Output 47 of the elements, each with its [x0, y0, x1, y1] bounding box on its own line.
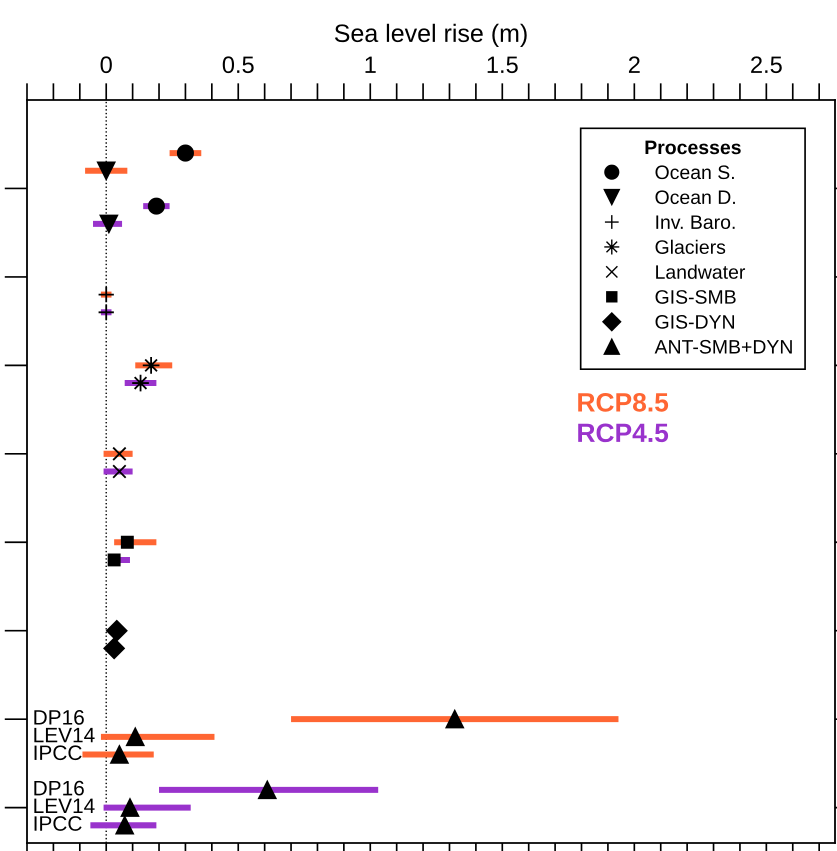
y-tick-label: DP16 — [34, 780, 84, 796]
x-tick-label: 0 — [100, 56, 112, 74]
bar — [100, 734, 214, 740]
bar — [291, 716, 618, 722]
y-tick-label: LEV14 — [34, 798, 95, 814]
point — [142, 356, 160, 375]
point — [110, 745, 129, 764]
point — [176, 144, 194, 162]
legend-label: Inv. Baro. — [656, 215, 735, 230]
legend-label: Landwater — [656, 264, 746, 279]
point — [100, 214, 118, 234]
point — [115, 816, 134, 835]
y-tick-label: LEV14 — [34, 728, 95, 742]
x-tick-label: 0.5 — [222, 56, 254, 74]
point — [131, 374, 150, 392]
x-tick-label: 2.5 — [751, 56, 782, 74]
x-tick-label: 2 — [628, 56, 640, 73]
point — [96, 162, 116, 180]
y-tick-label: DP16 — [34, 710, 84, 725]
point — [126, 728, 144, 746]
legend-label: GIS-DYN — [656, 314, 734, 329]
point — [120, 798, 140, 817]
point — [106, 620, 128, 642]
point — [112, 464, 127, 479]
y-tick-label: IPCC — [34, 816, 82, 831]
point — [108, 553, 121, 566]
legend-label: GIS-SMB — [656, 290, 736, 304]
legend-label: ANT-SMB+DYN — [654, 340, 792, 354]
legend-label: Glaciers — [656, 240, 726, 254]
point — [446, 710, 464, 728]
point — [258, 780, 277, 800]
text: RCP8.5 — [578, 393, 668, 412]
point — [103, 638, 125, 660]
legend-label: Ocean D. — [655, 190, 735, 204]
legend-title: Processes — [646, 140, 741, 154]
point — [112, 446, 127, 461]
bar — [159, 786, 378, 793]
x-tick-label: 1 — [366, 56, 376, 73]
x-axis-title: Sea level rise (m) — [334, 24, 527, 48]
legend-label: Ocean S. — [655, 165, 734, 180]
point — [98, 286, 115, 304]
point — [120, 536, 134, 549]
point — [98, 304, 115, 321]
text: RCP4.5 — [578, 423, 668, 442]
point — [148, 198, 165, 215]
y-tick-label: IPCC — [34, 745, 82, 760]
x-tick-label: 1.5 — [488, 56, 518, 74]
